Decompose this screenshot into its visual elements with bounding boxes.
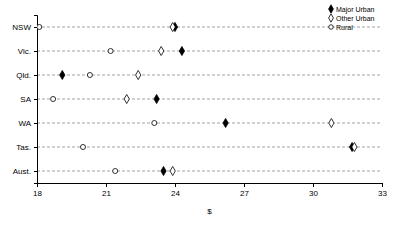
y-tick-mark: [34, 171, 37, 172]
category-label: WA: [18, 119, 31, 128]
y-tick-mark: [34, 51, 37, 52]
series: [37, 24, 157, 173]
series: [60, 22, 355, 175]
legend-symbol: [329, 25, 334, 30]
x-tick-mark: [244, 183, 245, 187]
x-tick-label: 30: [309, 189, 318, 198]
x-axis-title: $: [207, 207, 212, 216]
x-tick-mark: [313, 183, 314, 187]
grid-line: [37, 99, 382, 100]
dot: [223, 118, 228, 127]
y-tick: Tas.: [16, 143, 37, 152]
category-label: SA: [20, 95, 31, 104]
chart: NSW Vic. Qld. SA WA Tas. Aust. 18 21 24 27 30 33 $ Maj…: [0, 0, 397, 227]
dot: [329, 118, 334, 127]
category-label: NSW: [12, 23, 31, 32]
x-tick-mark: [175, 183, 176, 187]
y-tick: WA: [18, 119, 37, 128]
y-tick-mark: [34, 27, 37, 28]
x-tick: 33: [378, 183, 387, 198]
x-tick-mark: [37, 183, 38, 187]
markers: [37, 22, 357, 175]
y-tick-mark: [34, 99, 37, 100]
dot: [179, 46, 184, 55]
dot: [108, 48, 113, 53]
dot: [80, 144, 85, 149]
dot: [170, 22, 175, 31]
y-tick: SA: [20, 95, 37, 104]
dot: [113, 168, 118, 173]
y-tick-mark: [34, 123, 37, 124]
dot: [136, 70, 141, 79]
dot: [51, 96, 56, 101]
series: [124, 22, 357, 175]
grid: [37, 27, 382, 171]
x-tick-mark: [382, 183, 383, 187]
legend-label: Major Urban: [336, 6, 375, 14]
x-tick: 18: [33, 183, 42, 198]
category-label: Vic.: [18, 47, 31, 56]
dot: [154, 94, 159, 103]
x-tick: 27: [240, 183, 249, 198]
dot: [170, 166, 175, 175]
y-tick-mark: [34, 75, 37, 76]
category-label: Aust.: [13, 167, 31, 176]
x-axis: 18 21 24 27 30 33: [33, 183, 387, 198]
y-tick: NSW: [12, 23, 37, 32]
dot: [152, 120, 157, 125]
x-tick-label: 33: [378, 189, 387, 198]
dot: [87, 72, 92, 77]
dot: [161, 166, 166, 175]
legend-symbol: [329, 5, 334, 13]
dot: [124, 94, 129, 103]
grid-line: [37, 171, 382, 172]
grid-line: [37, 147, 382, 148]
legend-label: Rural: [336, 24, 353, 31]
x-axis-line: [38, 184, 383, 188]
grid-line: [37, 51, 382, 52]
dot: [37, 24, 42, 29]
category-label: Tas.: [16, 143, 31, 152]
dot: [352, 142, 357, 151]
y-tick: Vic.: [18, 47, 37, 56]
y-tick-mark: [34, 147, 37, 148]
dot: [60, 70, 65, 79]
x-tick-label: 18: [33, 189, 42, 198]
category-label: Qld.: [16, 71, 31, 80]
x-tick: 21: [102, 183, 111, 198]
dot: [159, 46, 164, 55]
y-axis-line: [34, 16, 38, 184]
x-tick-label: 24: [171, 189, 180, 198]
legend: Major UrbanOther Urban Rural: [329, 5, 375, 31]
y-tick: Aust.: [13, 167, 37, 176]
x-tick-label: 27: [240, 189, 249, 198]
x-tick: 24: [171, 183, 180, 198]
x-tick-label: 21: [102, 189, 111, 198]
legend-label: Other Urban: [336, 15, 375, 22]
y-axis: NSW Vic. Qld. SA WA Tas. Aust.: [12, 16, 37, 184]
x-tick: 30: [309, 183, 318, 198]
legend-symbol: [329, 14, 334, 22]
x-tick-mark: [106, 183, 107, 187]
y-tick: Qld.: [16, 71, 37, 80]
